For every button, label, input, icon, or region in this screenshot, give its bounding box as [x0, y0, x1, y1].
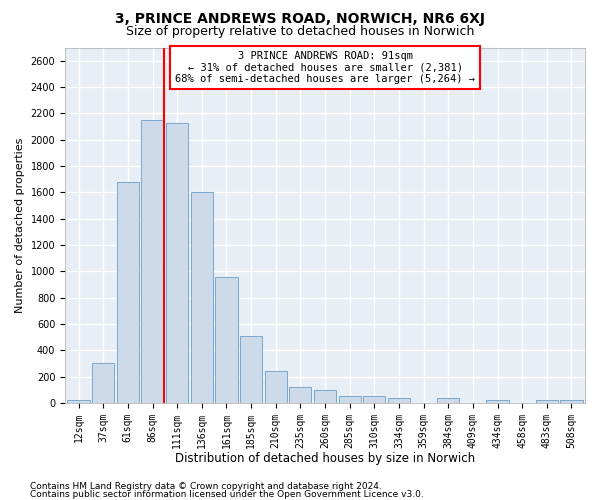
Bar — [166, 122, 188, 403]
Bar — [388, 398, 410, 403]
Bar — [117, 182, 139, 403]
Bar — [142, 120, 164, 403]
Bar — [487, 400, 509, 403]
Bar — [338, 396, 361, 403]
Bar — [560, 400, 583, 403]
X-axis label: Distribution of detached houses by size in Norwich: Distribution of detached houses by size … — [175, 452, 475, 465]
Bar — [437, 398, 460, 403]
Text: 3 PRINCE ANDREWS ROAD: 91sqm
← 31% of detached houses are smaller (2,381)
68% of: 3 PRINCE ANDREWS ROAD: 91sqm ← 31% of de… — [175, 51, 475, 84]
Text: Contains HM Land Registry data © Crown copyright and database right 2024.: Contains HM Land Registry data © Crown c… — [30, 482, 382, 491]
Bar — [191, 192, 213, 403]
Bar — [67, 400, 89, 403]
Text: Contains public sector information licensed under the Open Government Licence v3: Contains public sector information licen… — [30, 490, 424, 499]
Bar — [215, 276, 238, 403]
Y-axis label: Number of detached properties: Number of detached properties — [15, 138, 25, 313]
Bar — [363, 396, 385, 403]
Bar — [240, 336, 262, 403]
Bar — [265, 372, 287, 403]
Bar — [536, 400, 558, 403]
Bar — [314, 390, 336, 403]
Bar — [289, 387, 311, 403]
Text: 3, PRINCE ANDREWS ROAD, NORWICH, NR6 6XJ: 3, PRINCE ANDREWS ROAD, NORWICH, NR6 6XJ — [115, 12, 485, 26]
Text: Size of property relative to detached houses in Norwich: Size of property relative to detached ho… — [126, 25, 474, 38]
Bar — [92, 364, 115, 403]
